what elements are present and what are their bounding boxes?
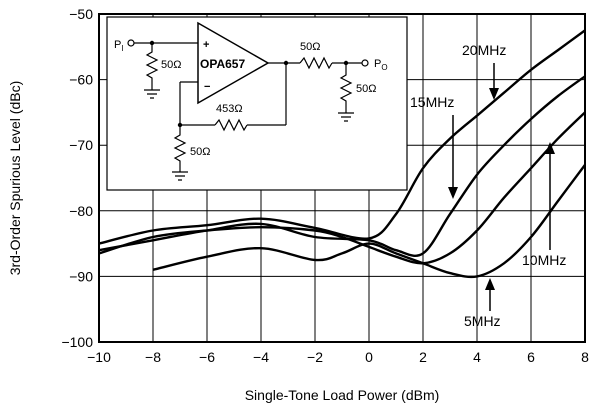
load-resistor	[339, 63, 353, 113]
output-port-label: PO	[374, 58, 388, 72]
x-tick-label: −6	[199, 349, 215, 365]
x-tick-label: −4	[253, 349, 269, 365]
op-amp-label: OPA657	[200, 57, 245, 71]
annotation-10mhz: 10MHz	[522, 142, 566, 268]
feedback-resistor	[214, 118, 248, 132]
annotation-20mhz: 20MHz	[462, 42, 506, 100]
y-tick-label: −100	[61, 334, 93, 350]
annotation-20mhz-label: 20MHz	[462, 42, 506, 58]
y-tick-label: −60	[69, 72, 93, 88]
inset-schematic: PI 50Ω + − OPA657 453Ω 50Ω 50Ω PO	[106, 16, 408, 191]
output-series-resistor	[299, 56, 333, 70]
x-tick-label: 2	[419, 349, 427, 365]
load-resistor-value: 50Ω	[356, 83, 376, 95]
series-line-20mhz	[98, 29, 586, 245]
annotation-5mhz: 5MHz	[464, 278, 501, 329]
x-tick-label: 8	[581, 349, 589, 365]
series-line-10mhz	[98, 111, 586, 265]
input-resistor	[145, 43, 159, 90]
output-port	[361, 59, 369, 67]
y-tick-label: −90	[69, 268, 93, 284]
output-series-resistor-value: 50Ω	[300, 41, 320, 53]
y-tick-label: −80	[69, 203, 93, 219]
ground-icon	[172, 171, 188, 181]
gain-resistor-value: 50Ω	[190, 146, 210, 158]
annotation-10mhz-label: 10MHz	[522, 252, 566, 268]
input-resistor-value: 50Ω	[161, 59, 181, 71]
ground-icon	[144, 89, 160, 99]
inset-box	[106, 16, 408, 191]
x-axis-label: Single-Tone Load Power (dBm)	[245, 387, 440, 403]
inverting-input-sign: −	[204, 81, 210, 93]
series-line-5mhz	[152, 164, 586, 279]
x-tick-label: −2	[307, 349, 323, 365]
y-tick-labels: −50 −60 −70 −80 −90 −100	[61, 6, 93, 350]
annotation-15mhz-label: 15MHz	[410, 94, 454, 110]
series-lines	[98, 29, 586, 279]
input-port	[127, 39, 135, 47]
gain-resistor	[173, 125, 187, 172]
x-tick-label: 6	[527, 349, 535, 365]
x-tick-label: −8	[145, 349, 161, 365]
feedback-resistor-value: 453Ω	[216, 103, 243, 115]
ground-icon	[338, 112, 354, 122]
plot-frame	[98, 13, 586, 343]
annotation-15mhz: 15MHz	[410, 94, 458, 199]
x-tick-labels: −10 −8 −6 −4 −2 0 2 4 6 8	[87, 349, 589, 365]
annotation-5mhz-label: 5MHz	[464, 313, 501, 329]
y-tick-label: −70	[69, 137, 93, 153]
y-axis-label: 3rd-Order Spurious Level (dBc)	[7, 81, 23, 276]
x-tick-label: 4	[473, 349, 481, 365]
non-inverting-input-sign: +	[203, 39, 209, 51]
x-tick-label: 0	[365, 349, 373, 365]
input-port-label: PI	[114, 39, 124, 53]
x-tick-label: −10	[87, 349, 111, 365]
y-tick-label: −50	[69, 6, 93, 22]
op-amp-triangle	[197, 21, 270, 105]
